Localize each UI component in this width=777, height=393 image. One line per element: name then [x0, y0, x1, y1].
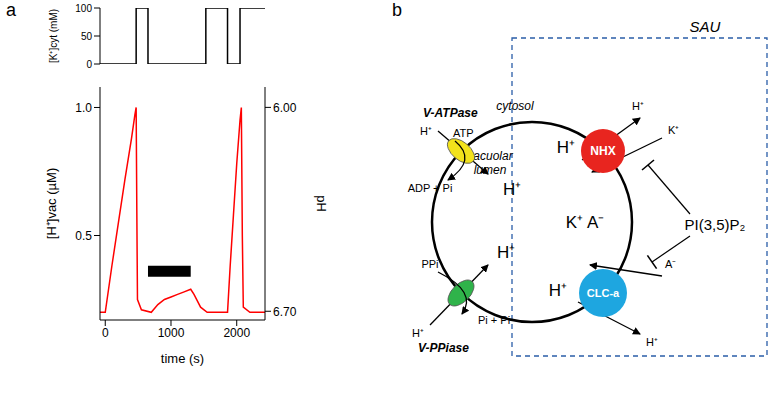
svg-text:50: 50 [81, 31, 93, 42]
svg-text:100: 100 [75, 3, 92, 14]
svg-text:vacuolar: vacuolar [467, 149, 513, 163]
svg-text:[H⁺]vac (µM): [H⁺]vac (µM) [44, 168, 59, 239]
svg-text:0: 0 [102, 326, 109, 340]
svg-text:H⁺: H⁺ [412, 327, 424, 339]
svg-text:K⁺: K⁺ [668, 124, 679, 136]
svg-text:6.70: 6.70 [273, 305, 297, 319]
svg-text:V-ATPase: V-ATPase [423, 106, 478, 120]
svg-text:Pi + Pi: Pi + Pi [478, 314, 510, 326]
svg-text:H⁺: H⁺ [420, 125, 432, 137]
svg-text:H⁺: H⁺ [632, 100, 644, 112]
svg-text:V-PPiase: V-PPiase [418, 341, 469, 355]
svg-text:time (s): time (s) [161, 351, 204, 366]
svg-text:[K⁺]cyt (mM): [K⁺]cyt (mM) [48, 9, 59, 63]
svg-text:H⁺: H⁺ [503, 180, 521, 199]
svg-text:ADP + Pi: ADP + Pi [408, 182, 453, 194]
svg-text:PPi: PPi [421, 258, 438, 270]
svg-text:0: 0 [86, 59, 92, 70]
svg-text:PI(3,5)P₂: PI(3,5)P₂ [685, 216, 746, 233]
svg-text:ATP: ATP [453, 127, 474, 139]
svg-text:6.00: 6.00 [273, 101, 297, 115]
html-text:a: a [6, 0, 16, 20]
svg-text:SAU: SAU [690, 18, 721, 35]
svg-text:A⁻: A⁻ [665, 258, 676, 270]
svg-text:2000: 2000 [223, 326, 250, 340]
svg-text:NHX: NHX [590, 144, 615, 158]
svg-text:H⁺: H⁺ [549, 281, 567, 300]
svg-text:K⁺ A⁻: K⁺ A⁻ [566, 213, 604, 232]
svg-text:H⁺: H⁺ [646, 336, 658, 348]
svg-text:cytosol: cytosol [496, 99, 534, 113]
svg-text:H⁺: H⁺ [557, 138, 575, 157]
svg-text:1000: 1000 [158, 326, 185, 340]
svg-text:CLC-a: CLC-a [587, 287, 620, 299]
svg-text:1.0: 1.0 [75, 101, 92, 115]
svg-text:pH: pH [314, 195, 329, 212]
svg-text:H⁺: H⁺ [497, 243, 515, 262]
html-text:b: b [392, 0, 402, 20]
svg-text:lumen: lumen [473, 163, 507, 177]
svg-text:0.5: 0.5 [75, 229, 92, 243]
